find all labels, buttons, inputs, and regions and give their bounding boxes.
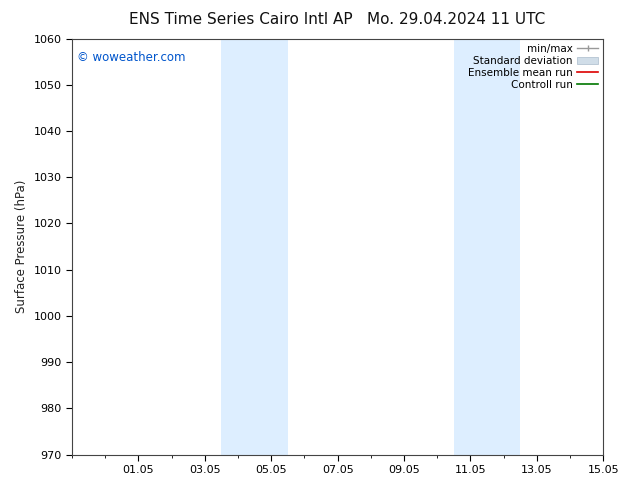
Text: Mo. 29.04.2024 11 UTC: Mo. 29.04.2024 11 UTC xyxy=(367,12,546,27)
Bar xyxy=(454,39,521,455)
Text: ENS Time Series Cairo Intl AP: ENS Time Series Cairo Intl AP xyxy=(129,12,353,27)
Text: © woweather.com: © woweather.com xyxy=(77,51,186,64)
Legend: min/max, Standard deviation, Ensemble mean run, Controll run: min/max, Standard deviation, Ensemble me… xyxy=(466,42,600,92)
Y-axis label: Surface Pressure (hPa): Surface Pressure (hPa) xyxy=(15,180,28,313)
Bar xyxy=(221,39,288,455)
